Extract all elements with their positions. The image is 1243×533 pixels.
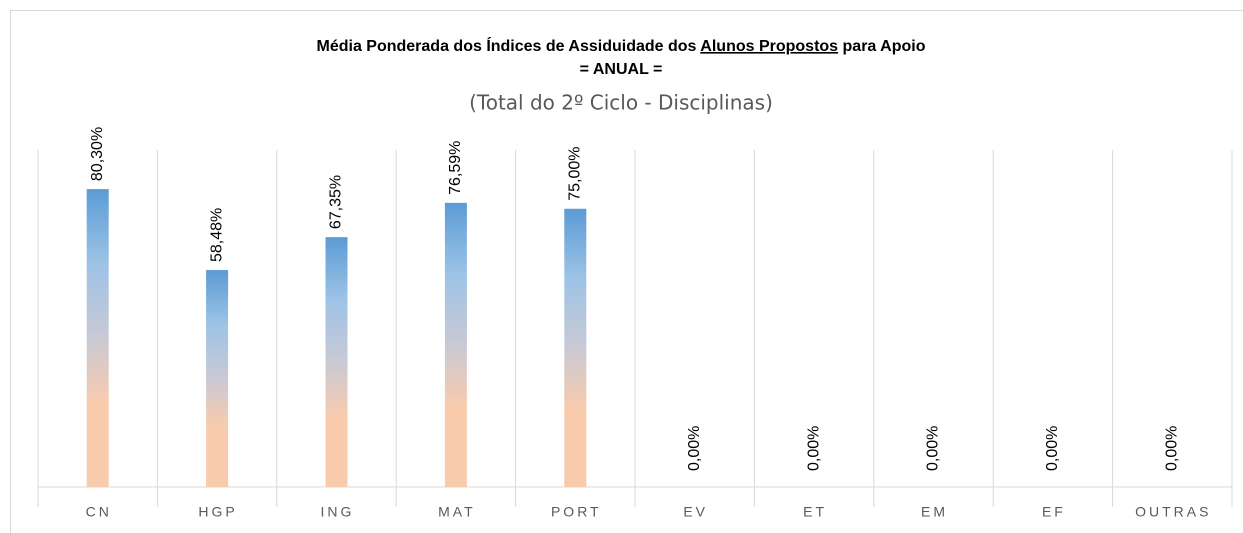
x-tick-label: OUTRAS — [1135, 504, 1211, 520]
value-label: 0,00% — [1044, 426, 1061, 471]
value-label: 0,00% — [925, 426, 942, 471]
x-tick-label: MAT — [438, 504, 476, 520]
chart-title-line2: = ANUAL = — [580, 61, 663, 78]
title-part: Alunos Propostos — [700, 38, 838, 55]
x-tick-label: EV — [683, 504, 708, 520]
x-tick-label: PORT — [551, 504, 602, 520]
value-label: 58,48% — [208, 208, 225, 262]
bar — [86, 189, 109, 487]
x-tick-label: ET — [803, 504, 827, 520]
value-label: 0,00% — [686, 426, 703, 471]
bar — [206, 270, 229, 487]
value-label: 0,00% — [805, 426, 822, 471]
bar — [444, 202, 467, 487]
bar — [325, 237, 348, 487]
chart-subtitle: (Total do 2º Ciclo - Disciplinas) — [469, 91, 773, 115]
value-label: 75,00% — [567, 146, 584, 200]
value-label: 0,00% — [1164, 426, 1181, 471]
x-tick-label: EF — [1042, 504, 1066, 520]
title-part: Média Ponderada dos Índices de Assiduida… — [317, 36, 701, 55]
x-tick-label: EM — [921, 504, 948, 520]
value-label: 67,35% — [328, 175, 345, 229]
bar — [564, 208, 587, 487]
title-part: para Apoio — [838, 38, 926, 55]
chart-title: Média Ponderada dos Índices de Assiduida… — [317, 36, 926, 55]
value-label: 80,30% — [89, 127, 106, 181]
value-label: 76,59% — [447, 141, 464, 195]
x-tick-label: HGP — [198, 504, 237, 520]
x-tick-label: ING — [321, 504, 355, 520]
x-tick-label: CN — [86, 504, 112, 520]
